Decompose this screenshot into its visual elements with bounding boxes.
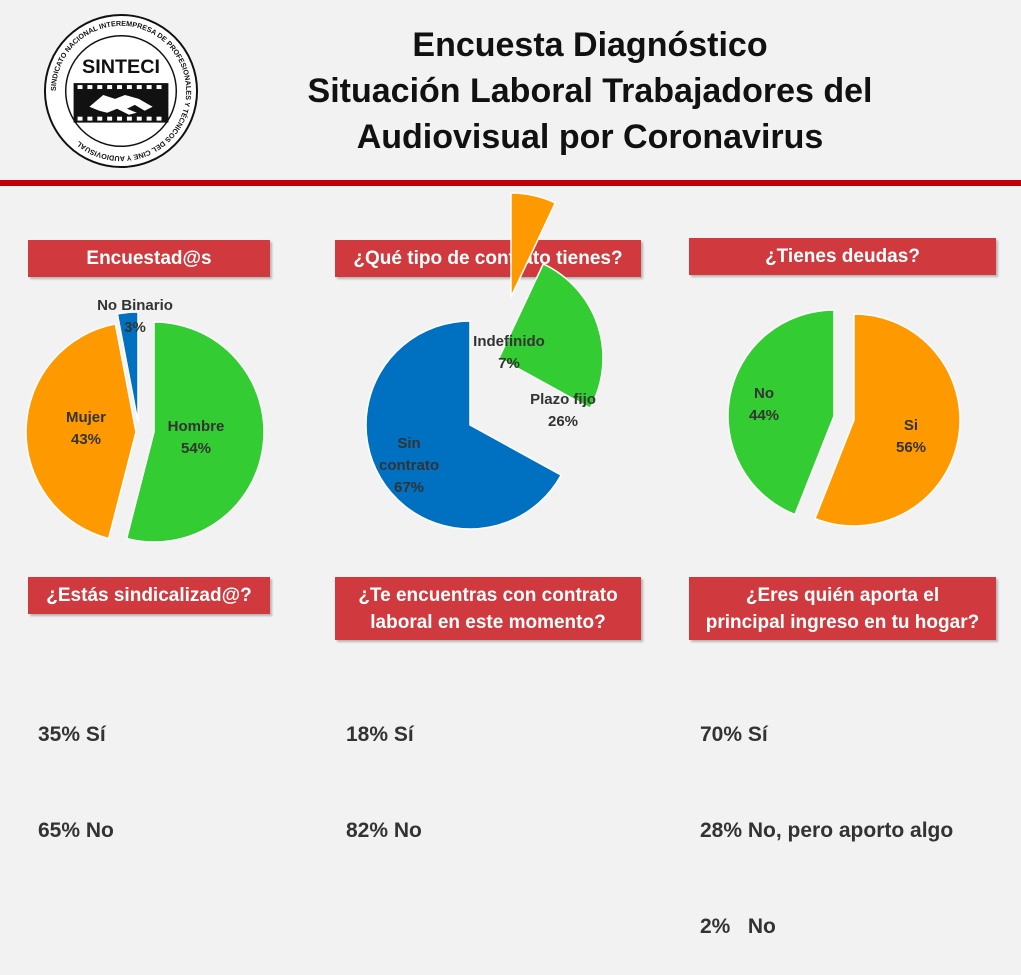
chart-3-title-box: ¿Tienes deudas? bbox=[689, 238, 996, 275]
page-title: Encuesta Diagnóstico Situación Laboral T… bbox=[230, 22, 950, 160]
question-2-box: ¿Te encuentras con contrato laboral en e… bbox=[335, 577, 641, 640]
chart-1-title-box: Encuestad@s bbox=[28, 240, 270, 277]
chart-3-title: ¿Tienes deudas? bbox=[765, 246, 920, 267]
chart-1-slice-mujer bbox=[25, 323, 137, 540]
chart-2-title-box: ¿Qué tipo de contrato tienes? bbox=[335, 240, 641, 277]
handshake-film-icon bbox=[73, 83, 169, 123]
question-1-title-line-1: ¿Estás sindicalizad@? bbox=[46, 585, 252, 606]
title-line-3: Audiovisual por Coronavirus bbox=[356, 118, 824, 156]
chart-3-slice-si bbox=[814, 313, 961, 527]
chart-2-title: ¿Qué tipo de contrato tienes? bbox=[353, 248, 623, 269]
chart-2-slice-sin-contrato bbox=[365, 320, 563, 530]
chart-1-slice-no-binario bbox=[116, 311, 139, 423]
chart-1-label-hombre: Hombre 54% bbox=[168, 418, 225, 457]
question-2-answers: 18% Sí 82% No bbox=[346, 655, 422, 879]
chart-2-label-plazo-fijo: Plazo fijo 26% bbox=[530, 391, 596, 430]
question-3-answer-2: 28% No, pero aporto algo bbox=[700, 819, 954, 842]
question-1-box: ¿Estás sindicalizad@? bbox=[28, 577, 270, 614]
title-line-2: Situación Laboral Trabajadores del bbox=[307, 72, 873, 110]
title-line-1: Encuesta Diagnóstico bbox=[412, 26, 768, 64]
chart-3-label-no: No 44% bbox=[749, 385, 779, 424]
question-1-answers: 35% Sí 65% No bbox=[38, 655, 114, 879]
question-3-answer-1: 70% Sí bbox=[700, 723, 768, 746]
question-3-answer-3: 2% No bbox=[700, 915, 776, 938]
question-2-title-line-2: laboral en este momento? bbox=[370, 611, 606, 633]
sinteci-logo: SINDICATO NACIONAL INTEREMPRESA DE PROFE… bbox=[43, 13, 199, 169]
question-3-title-line-1: ¿Eres quién aporta el bbox=[745, 584, 940, 606]
chart-1-label-mujer: Mujer 43% bbox=[66, 409, 106, 448]
chart-2-slice-plazo-fijo bbox=[498, 262, 604, 410]
chart-3-label-si: Si 56% bbox=[896, 417, 926, 456]
question-2-answer-2: 82% No bbox=[346, 819, 422, 842]
question-1-answer-1: 35% Sí bbox=[38, 723, 106, 746]
question-2-answer-1: 18% Sí bbox=[346, 723, 414, 746]
chart-1-title: Encuestad@s bbox=[86, 248, 212, 269]
chart-3-slice-no bbox=[727, 309, 835, 516]
accent-divider bbox=[0, 180, 1021, 186]
chart-2-label-indefinido: Indefinido 7% bbox=[473, 333, 545, 372]
chart-1-label-no-binario: No Binario 3% bbox=[97, 297, 173, 336]
chart-1-slice-hombre bbox=[125, 321, 265, 543]
question-1-answer-2: 65% No bbox=[38, 819, 114, 842]
question-3-title-line-2: principal ingreso en tu hogar? bbox=[705, 611, 980, 633]
logo-name: SINTECI bbox=[82, 56, 160, 78]
chart-2-label-sin-contrato: Sin contrato 67% bbox=[379, 435, 439, 496]
question-3-answers: 70% Sí 28% No, pero aporto algo 2% No bbox=[700, 655, 953, 975]
question-3-box: ¿Eres quién aporta el principal ingreso … bbox=[689, 577, 996, 640]
question-2-title-line-1: ¿Te encuentras con contrato bbox=[358, 584, 618, 606]
